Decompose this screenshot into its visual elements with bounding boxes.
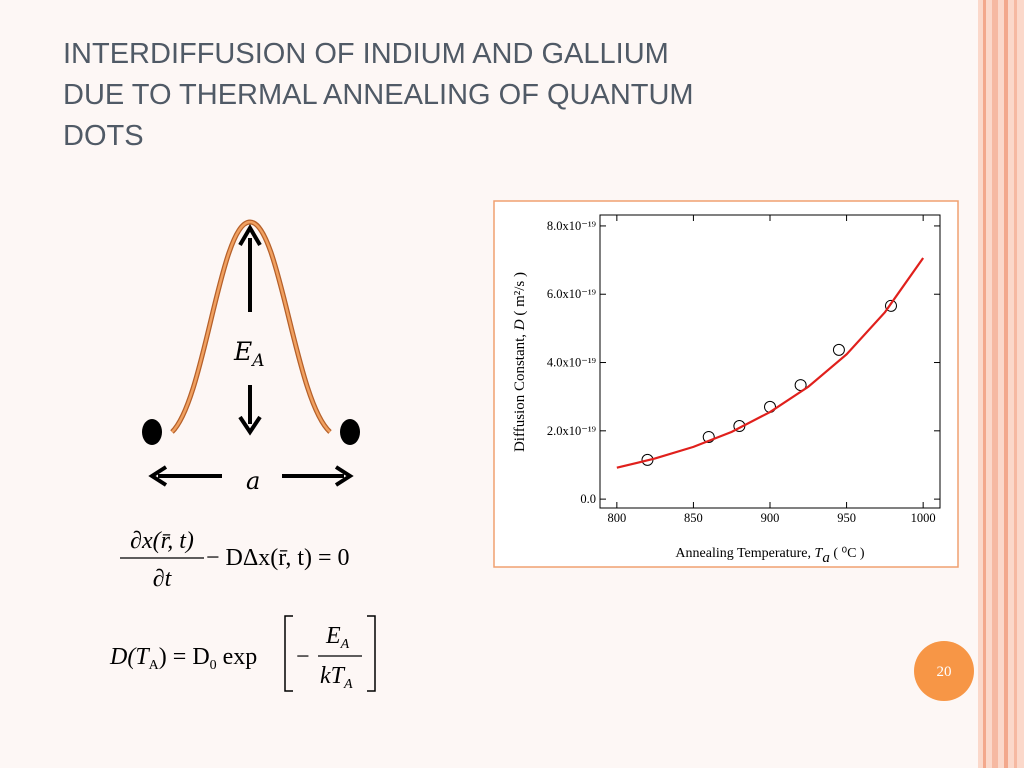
x-tick-label: 900 [761,511,780,525]
arrowhead [238,415,262,436]
chart-frame [493,200,959,568]
side-stripe [992,0,998,768]
y-tick-label: 0.0 [580,492,596,506]
y-tick-label: 8.0x10⁻¹⁹ [547,219,596,233]
energy-curve [171,220,331,433]
y-axis-label: Diffusion Constant, D ( m²/s ) [512,272,528,452]
atom [340,419,360,445]
data-point [702,430,715,443]
numerator: EA [325,623,350,652]
bracket [284,615,293,692]
title-line: DOTS [63,120,144,152]
equation-rest: − DΔx(r̄, t) = 0 [206,545,350,571]
arrowhead [148,465,168,487]
x-tick-label: 850 [684,511,703,525]
bracket [367,615,376,692]
denominator: kTA [320,663,353,692]
data-point [884,299,897,312]
equation: D(TA) = D0 exp − EA kTA [109,615,376,692]
data-point [832,343,845,356]
side-stripe [1014,0,1017,768]
page-number-badge [914,641,974,701]
page-number: 20 [937,664,952,680]
y-tick-label: 2.0x10⁻¹⁹ [547,424,596,438]
arrowhead [238,224,262,247]
x-axis-label: Annealing Temperature, Ta ( ⁰C ) [675,546,865,566]
atom [142,419,162,445]
side-stripe [983,0,986,768]
x-tick-label: 950 [837,511,856,525]
denominator: ∂t [153,566,173,592]
side-stripe [1004,0,1008,768]
arrowhead [334,465,354,487]
title-line: DUE TO THERMAL ANNEALING OF QUANTUM [63,79,694,111]
equation: ∂x(r̄, t) ∂t − DΔx(r̄, t) = 0 [120,528,350,592]
y-tick-label: 4.0x10⁻¹⁹ [547,356,596,370]
title-line: INTERDIFFUSION OF INDIUM AND GALLIUM [63,38,669,70]
numerator: ∂x(r̄, t) [130,528,194,554]
fit-line [616,257,925,469]
x-tick-label: 800 [607,511,626,525]
equation-lhs: D(TA) = D0 exp [109,644,257,673]
sign: − [296,644,310,670]
diagram: EA a [142,219,360,495]
distance-label: a [246,467,260,495]
x-tick-label: 1000 [911,511,936,525]
energy-label: EA [233,337,265,371]
y-tick-label: 6.0x10⁻¹⁹ [547,287,596,301]
